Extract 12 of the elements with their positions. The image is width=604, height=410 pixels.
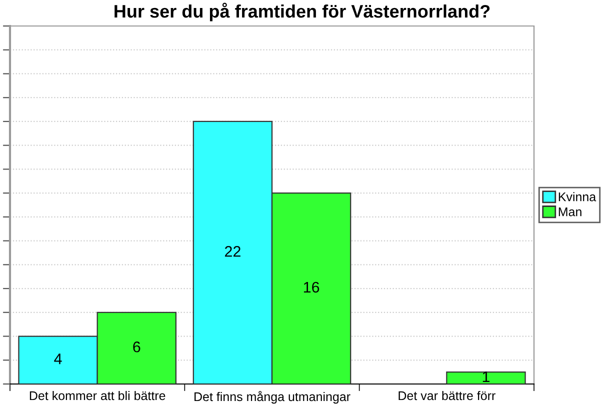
chart-title: Hur ser du på framtiden för Västernorrland? — [114, 2, 490, 22]
bar — [446, 372, 526, 384]
x-tick-label: Det kommer att bli bättre — [30, 390, 166, 400]
legend-label: Man — [558, 208, 582, 216]
legend-label: Kvinna — [558, 192, 596, 202]
x-tick-label: Det var bättre förr — [398, 390, 496, 400]
data-label: 4 — [54, 354, 62, 364]
x-tick-label: Det finns många utmaningar — [194, 390, 350, 404]
data-label: 16 — [304, 282, 320, 293]
data-label: 6 — [133, 341, 140, 352]
data-label: 1 — [482, 371, 490, 382]
data-label: 22 — [224, 246, 240, 257]
